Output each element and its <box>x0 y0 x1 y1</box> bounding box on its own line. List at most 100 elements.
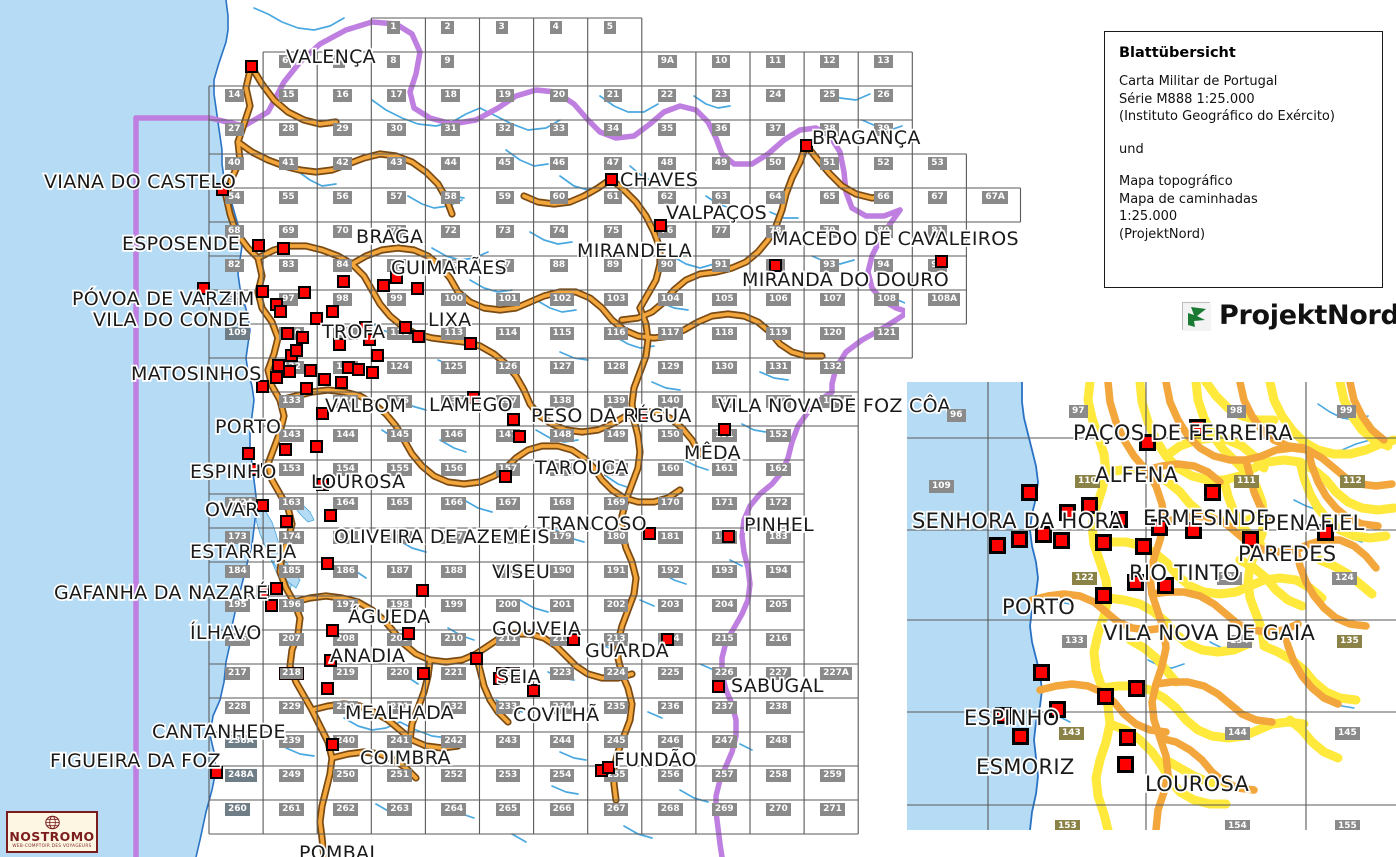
inset-town-marker[interactable] <box>1135 538 1152 555</box>
town-marker[interactable] <box>321 557 334 570</box>
town-marker[interactable] <box>283 365 296 378</box>
inset-sheet-number-badge[interactable]: 134 <box>1227 635 1252 648</box>
sheet-number-badge[interactable]: 232 <box>441 701 467 714</box>
town-marker[interactable] <box>318 373 331 386</box>
sheet-number-badge[interactable]: 63 <box>711 191 731 204</box>
sheet-number-badge[interactable]: 9 <box>441 55 454 68</box>
sheet-number-badge[interactable]: 156 <box>441 463 467 476</box>
sheet-number-badge[interactable]: 12 <box>820 55 839 68</box>
sheet-number-badge[interactable]: 38 <box>820 123 839 136</box>
inset-town-marker[interactable] <box>1127 574 1144 591</box>
town-marker[interactable] <box>242 447 255 460</box>
town-marker[interactable] <box>470 652 483 665</box>
sheet-number-badge[interactable]: 213 <box>603 633 629 646</box>
sheet-number-badge[interactable]: 96 <box>225 293 244 306</box>
sheet-number-badge[interactable]: 127 <box>549 361 575 374</box>
sheet-number-badge[interactable]: 29 <box>333 123 352 136</box>
sheet-number-badge[interactable]: 186 <box>333 565 358 578</box>
sheet-number-badge[interactable]: 81 <box>928 225 947 238</box>
town-marker[interactable] <box>249 463 262 476</box>
inset-town-marker[interactable] <box>1117 756 1134 773</box>
town-marker[interactable] <box>256 380 269 393</box>
sheet-number-badge[interactable]: 221 <box>441 667 467 680</box>
inset-sheet-number-badge[interactable]: 99 <box>1337 405 1356 418</box>
sheet-number-badge[interactable]: 67A <box>982 191 1008 204</box>
sheet-number-badge[interactable]: 24 <box>766 89 785 102</box>
town-marker[interactable] <box>602 761 615 774</box>
sheet-number-badge[interactable]: 124 <box>387 361 413 374</box>
sheet-number-badge[interactable]: 237 <box>711 701 737 714</box>
sheet-number-badge[interactable]: 248A <box>225 769 257 782</box>
sheet-number-badge[interactable]: 90 <box>657 259 677 272</box>
sheet-number-badge[interactable]: 8 <box>387 55 400 68</box>
sheet-number-badge[interactable]: 171 <box>711 497 737 510</box>
town-marker[interactable] <box>507 413 520 426</box>
sheet-number-badge[interactable]: 142A <box>820 395 852 408</box>
town-marker[interactable] <box>513 430 526 443</box>
sheet-number-badge[interactable]: 16 <box>333 89 352 102</box>
sheet-number-badge[interactable]: 23 <box>711 89 731 102</box>
sheet-number-badge[interactable]: 49 <box>711 157 731 170</box>
inset-town-marker[interactable] <box>1011 531 1028 548</box>
sheet-number-badge[interactable]: 179 <box>549 531 575 544</box>
sheet-number-badge[interactable]: 215 <box>711 633 737 646</box>
sheet-number-badge[interactable]: 14 <box>225 89 244 102</box>
sheet-number-badge[interactable]: 263 <box>387 803 413 816</box>
inset-town-marker[interactable] <box>1185 522 1202 539</box>
sheet-number-badge[interactable]: 134 <box>333 395 358 408</box>
sheet-number-badge[interactable]: 219 <box>333 667 358 680</box>
sheet-number-badge[interactable]: 13 <box>874 55 893 68</box>
town-marker[interactable] <box>310 440 323 453</box>
sheet-number-badge[interactable]: 44 <box>441 157 460 170</box>
sheet-number-badge[interactable]: 128 <box>603 361 629 374</box>
sheet-number-badge[interactable]: 153 <box>279 463 304 476</box>
sheet-number-badge[interactable]: 30 <box>387 123 406 136</box>
sheet-number-badge[interactable]: 70 <box>333 225 352 238</box>
sheet-number-badge[interactable]: 15 <box>279 89 298 102</box>
town-marker[interactable] <box>337 275 350 288</box>
sheet-number-badge[interactable]: 69 <box>279 225 298 238</box>
sheet-number-badge[interactable]: 258 <box>766 769 791 782</box>
town-marker[interactable] <box>324 654 337 667</box>
sheet-number-badge[interactable]: 216 <box>766 633 791 646</box>
town-marker[interactable] <box>216 183 229 196</box>
sheet-number-badge[interactable]: 217 <box>225 667 250 680</box>
town-marker[interactable] <box>411 282 424 295</box>
sheet-number-badge[interactable]: 256 <box>657 769 683 782</box>
sheet-number-badge[interactable]: 102 <box>549 293 575 306</box>
inset-sheet-number-badge[interactable]: 110 <box>1075 475 1100 488</box>
town-marker[interactable] <box>417 667 430 680</box>
sheet-number-badge[interactable]: 54 <box>225 191 244 204</box>
town-marker[interactable] <box>265 599 278 612</box>
sheet-number-badge[interactable]: 205 <box>766 599 791 612</box>
sheet-number-badge[interactable]: 174 <box>279 531 304 544</box>
sheet-number-badge[interactable]: 231 <box>387 701 413 714</box>
sheet-number-badge[interactable]: 168 <box>549 497 575 510</box>
inset-sheet-number-badge[interactable]: 143 <box>1059 727 1084 740</box>
sheet-number-badge[interactable]: 66 <box>874 191 893 204</box>
inset-town-marker[interactable] <box>1204 484 1221 501</box>
sheet-number-badge[interactable]: 218 <box>279 667 304 680</box>
sheet-number-badge[interactable]: 118 <box>711 327 737 340</box>
sheet-number-badge[interactable]: 115 <box>549 327 575 340</box>
sheet-number-badge[interactable]: 105 <box>711 293 737 306</box>
sheet-number-badge[interactable]: 52 <box>874 157 893 170</box>
sheet-number-badge[interactable]: 22 <box>657 89 677 102</box>
town-marker[interactable] <box>769 259 782 272</box>
inset-town-marker[interactable] <box>1053 532 1070 549</box>
sheet-number-badge[interactable]: 193 <box>711 565 737 578</box>
sheet-number-badge[interactable]: 6 <box>279 55 292 68</box>
town-marker[interactable] <box>499 470 512 483</box>
sheet-number-badge[interactable]: 238 <box>766 701 791 714</box>
sheet-number-badge[interactable]: 50 <box>766 157 785 170</box>
town-marker[interactable] <box>402 627 415 640</box>
sheet-number-badge[interactable]: 137 <box>495 395 521 408</box>
sheet-number-badge[interactable]: 10 <box>711 55 731 68</box>
sheet-number-badge[interactable]: 59 <box>495 191 515 204</box>
town-marker[interactable] <box>605 173 618 186</box>
sheet-number-badge[interactable]: 85 <box>387 259 406 272</box>
sheet-number-badge[interactable]: 40 <box>225 157 244 170</box>
inset-sheet-number-badge[interactable]: 155 <box>1335 820 1360 830</box>
sheet-number-badge[interactable]: 199 <box>441 599 467 612</box>
town-marker[interactable] <box>390 271 403 284</box>
